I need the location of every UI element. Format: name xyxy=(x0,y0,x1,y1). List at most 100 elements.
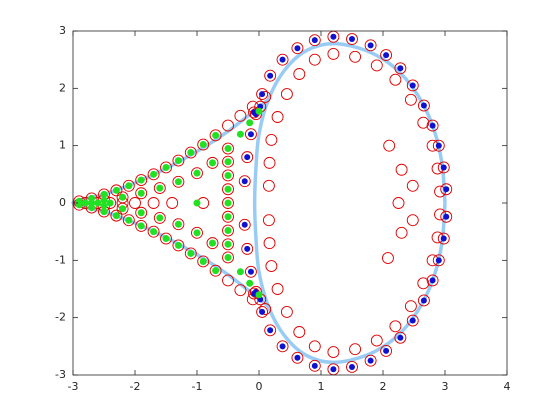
open-marker xyxy=(389,73,402,86)
dot-marker xyxy=(255,291,263,299)
open-marker xyxy=(160,232,172,245)
open-marker xyxy=(370,59,383,72)
dot-marker xyxy=(174,178,182,186)
y-tick-label: 0 xyxy=(59,196,66,209)
x-tick-label: -1 xyxy=(192,380,203,393)
open-marker xyxy=(147,197,160,209)
open-marker xyxy=(349,50,362,63)
open-marker xyxy=(395,163,408,176)
open-marker xyxy=(389,320,402,333)
dot-marker xyxy=(212,267,220,275)
open-marker xyxy=(265,133,278,146)
open-marker xyxy=(209,264,222,277)
open-marker xyxy=(129,197,141,209)
dot-marker xyxy=(224,145,232,153)
dot-marker xyxy=(75,199,83,207)
dot-marker xyxy=(199,141,207,149)
open-marker xyxy=(197,255,210,268)
open-marker xyxy=(259,303,272,316)
open-marker xyxy=(122,179,135,192)
open-marker xyxy=(259,90,272,103)
ring-dot-marker xyxy=(406,314,419,327)
ring-dot-marker xyxy=(308,359,321,372)
open-marker xyxy=(265,260,278,273)
open-marker xyxy=(147,225,160,238)
open-marker xyxy=(395,226,408,239)
open-marker xyxy=(206,156,219,169)
dot-marker xyxy=(224,158,232,166)
dot-marker xyxy=(193,199,201,207)
x-tick-label: 2 xyxy=(380,380,387,393)
x-tick-label: -3 xyxy=(68,380,79,393)
dot-marker xyxy=(162,235,170,243)
open-marker xyxy=(222,224,234,237)
dot-marker xyxy=(187,249,195,257)
dot-marker xyxy=(193,169,201,177)
dot-marker xyxy=(112,186,120,194)
open-marker xyxy=(222,251,234,264)
dot-marker xyxy=(100,208,108,216)
open-marker xyxy=(222,197,234,209)
dot-marker xyxy=(112,212,120,220)
ring-dot-marker xyxy=(241,151,254,164)
open-marker xyxy=(197,138,210,151)
open-marker xyxy=(263,156,276,169)
open-marker xyxy=(392,197,405,209)
open-marker xyxy=(404,93,417,106)
ring-dot-marker xyxy=(432,139,445,152)
dot-marker xyxy=(156,184,164,192)
open-marker xyxy=(234,109,247,122)
open-marker xyxy=(222,183,234,196)
ring-dot-marker xyxy=(346,33,358,45)
open-marker xyxy=(222,238,234,251)
x-tick-label: -2 xyxy=(130,380,141,393)
y-tick-label: 3 xyxy=(59,24,66,37)
dot-marker xyxy=(125,182,133,190)
data-layer xyxy=(71,30,453,376)
open-marker xyxy=(166,197,179,209)
dot-marker xyxy=(224,240,232,248)
ring-dot-marker xyxy=(440,210,453,223)
ring-dot-marker xyxy=(437,232,450,245)
dot-marker xyxy=(236,268,244,276)
ring-dot-marker xyxy=(291,351,304,364)
open-marker xyxy=(135,219,148,232)
dot-marker xyxy=(209,159,216,167)
dot-marker xyxy=(137,209,145,217)
open-marker xyxy=(184,146,197,159)
ring-dot-marker xyxy=(241,242,254,255)
x-tick-label: 4 xyxy=(504,380,511,393)
open-marker xyxy=(271,283,284,295)
dot-marker xyxy=(174,157,182,165)
ring-dot-marker xyxy=(432,254,445,267)
dot-marker xyxy=(137,176,145,184)
open-marker xyxy=(122,214,135,227)
open-marker xyxy=(160,161,172,174)
y-tick-label: -2 xyxy=(55,311,66,324)
open-marker xyxy=(262,179,275,192)
open-marker xyxy=(404,300,417,313)
dot-marker xyxy=(236,130,244,138)
open-marker xyxy=(222,142,234,155)
open-marker xyxy=(191,226,203,239)
ring-dot-marker xyxy=(364,39,377,52)
open-marker xyxy=(417,116,430,129)
open-marker xyxy=(406,179,419,192)
ring-dot-marker xyxy=(291,42,304,55)
ring-dot-marker xyxy=(256,88,269,101)
dot-marker xyxy=(224,199,232,207)
open-marker xyxy=(382,252,394,264)
open-marker xyxy=(263,237,276,250)
dot-marker xyxy=(224,253,232,261)
ring-dot-marker xyxy=(276,340,289,353)
open-marker xyxy=(280,88,293,101)
dot-marker xyxy=(162,163,170,171)
ring-dot-marker xyxy=(244,265,257,278)
open-marker xyxy=(110,209,123,222)
ring-dot-marker xyxy=(244,128,257,141)
dot-marker xyxy=(150,170,158,178)
ring-dot-marker xyxy=(417,294,430,307)
open-marker xyxy=(153,182,166,195)
